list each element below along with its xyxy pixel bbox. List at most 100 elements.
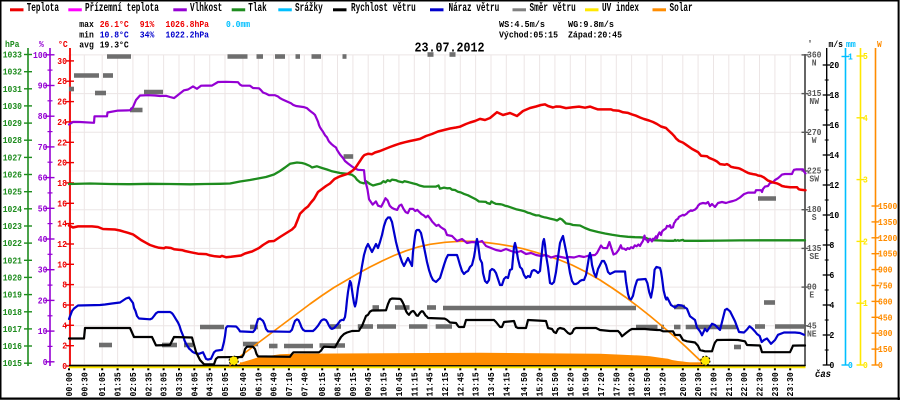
svg-text:20: 20 [830,61,840,71]
svg-text:16: 16 [57,199,67,209]
svg-text:1031: 1031 [3,85,23,95]
svg-text:1025: 1025 [3,188,22,198]
svg-text:12:45: 12:45 [456,372,466,396]
svg-text:SE: SE [809,252,819,262]
svg-text:čas: čas [815,369,831,381]
svg-text:W: W [812,136,817,146]
svg-text:17:20: 17:20 [597,372,607,396]
svg-text:02:05: 02:05 [129,372,139,396]
svg-text:60: 60 [38,174,48,184]
svg-text:22: 22 [57,138,67,148]
svg-text:6: 6 [62,301,67,311]
svg-text:15:20: 15:20 [536,372,546,396]
svg-text:16:20: 16:20 [566,372,576,396]
svg-text:225: 225 [807,167,822,177]
svg-text:750: 750 [878,282,893,292]
svg-text:28: 28 [57,77,67,87]
svg-text:S: S [812,213,817,223]
svg-text:40: 40 [38,235,48,245]
svg-text:Srážky: Srážky [295,1,323,15]
svg-text:14:15: 14:15 [502,372,512,396]
svg-text:06:10: 06:10 [254,372,264,396]
svg-text:hPa: hPa [5,40,20,50]
svg-text:30: 30 [57,57,67,67]
svg-text:00:30: 00:30 [80,372,90,396]
svg-text:10.8°C: 10.8°C [100,30,130,40]
svg-text:10:15: 10:15 [380,372,390,396]
svg-text:18: 18 [830,91,840,101]
svg-text:°: ° [808,39,812,49]
svg-text:08:15: 08:15 [318,372,328,396]
svg-text:80: 80 [38,112,48,122]
svg-text:04:05: 04:05 [190,372,200,396]
svg-text:1018: 1018 [3,308,22,318]
svg-text:22:00: 22:00 [740,372,750,396]
svg-text:Náraz větru: Náraz větru [449,1,500,15]
svg-text:01:05: 01:05 [98,372,108,396]
svg-text:20:30: 20:30 [694,372,704,396]
svg-text:17:50: 17:50 [612,372,622,396]
svg-text:UV index: UV index [602,1,639,15]
svg-text:10: 10 [57,260,67,270]
svg-text:02:35: 02:35 [144,372,154,396]
svg-text:24: 24 [57,118,67,128]
svg-text:20: 20 [38,296,48,306]
svg-text:1026.8hPa: 1026.8hPa [166,20,210,30]
svg-text:19.3°C: 19.3°C [100,41,130,51]
svg-text:4: 4 [62,321,67,331]
svg-text:09:45: 09:45 [364,372,374,396]
svg-text:1350: 1350 [878,218,897,228]
svg-text:18:20: 18:20 [628,372,638,396]
svg-text:10:45: 10:45 [395,372,405,396]
svg-text:2: 2 [863,237,868,247]
svg-text:Směr větru: Směr větru [530,1,576,15]
svg-text:N: N [812,58,817,68]
svg-text:34%: 34% [140,30,155,40]
svg-text:100: 100 [33,51,48,61]
svg-text:1: 1 [848,53,853,63]
svg-text:1016: 1016 [3,342,22,352]
svg-text:1: 1 [863,299,868,309]
svg-text:05:05: 05:05 [221,372,231,396]
svg-text:1021: 1021 [3,256,23,266]
svg-text:03:05: 03:05 [160,372,170,396]
svg-text:10: 10 [830,211,840,221]
svg-text:0: 0 [848,361,853,371]
svg-text:180: 180 [807,205,822,215]
svg-text:11:15: 11:15 [410,372,420,396]
svg-text:1028: 1028 [3,136,22,146]
svg-text:NW: NW [809,97,819,107]
svg-text:1029: 1029 [3,119,22,129]
svg-text:23:30: 23:30 [786,372,796,396]
svg-text:0: 0 [830,361,835,371]
svg-text:21:30: 21:30 [725,372,735,396]
svg-text:70: 70 [38,143,48,153]
svg-text:Západ:20:45: Západ:20:45 [568,30,622,40]
svg-text:m/s: m/s [829,40,844,50]
svg-text:04:35: 04:35 [206,372,216,396]
svg-text:16: 16 [830,121,840,131]
svg-text:20:00: 20:00 [679,372,689,396]
svg-text:09:15: 09:15 [349,372,359,396]
svg-text:Východ:05:15: Východ:05:15 [499,30,558,40]
svg-text:13:45: 13:45 [487,372,497,396]
svg-text:50: 50 [38,204,48,214]
svg-text:8: 8 [62,281,67,291]
svg-text:1022: 1022 [3,239,22,249]
svg-text:135: 135 [807,244,822,254]
svg-text:1020: 1020 [3,273,22,283]
svg-text:14:50: 14:50 [520,372,530,396]
svg-text:12: 12 [57,240,67,250]
svg-text:06:40: 06:40 [270,372,280,396]
svg-text:mm: mm [846,40,856,50]
svg-text:Teplota: Teplota [27,1,59,15]
svg-text:07:10: 07:10 [285,372,295,396]
svg-text:2: 2 [62,342,67,352]
svg-text:8: 8 [830,241,835,251]
svg-text:1200: 1200 [878,234,897,244]
svg-text:12: 12 [830,181,840,191]
svg-text:%: % [39,40,44,50]
svg-text:3: 3 [863,176,868,186]
svg-text:91%: 91% [140,20,155,30]
svg-text:1030: 1030 [3,102,22,112]
